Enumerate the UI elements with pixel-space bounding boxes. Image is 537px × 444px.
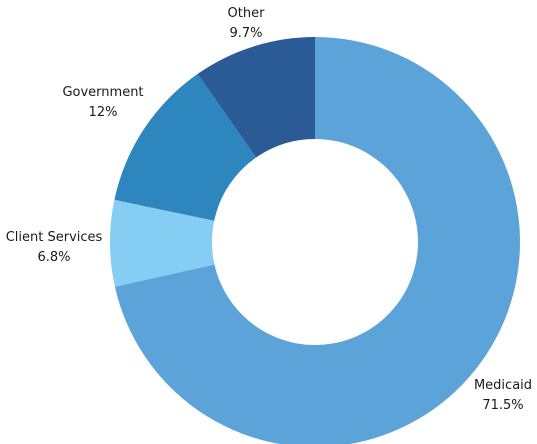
slice-name-label-government: Government	[62, 85, 143, 100]
slice-client-services	[109, 199, 215, 287]
slice-government	[114, 73, 257, 221]
slice-medicaid	[114, 37, 520, 444]
label-group: Other 9.7% Government 12% Client Service…	[6, 6, 532, 413]
slice-value-label-government: 12%	[89, 105, 118, 120]
slice-value-label-client-services: 6.8%	[37, 250, 70, 265]
slice-value-label-medicaid: 71.5%	[482, 398, 523, 413]
slice-other	[197, 37, 315, 158]
slice-name-label-other: Other	[228, 6, 266, 21]
slice-name-label-medicaid: Medicaid	[474, 378, 532, 393]
slice-name-label-client-services: Client Services	[6, 230, 103, 245]
slice-value-label-other: 9.7%	[229, 26, 262, 41]
slice-group	[109, 37, 520, 444]
